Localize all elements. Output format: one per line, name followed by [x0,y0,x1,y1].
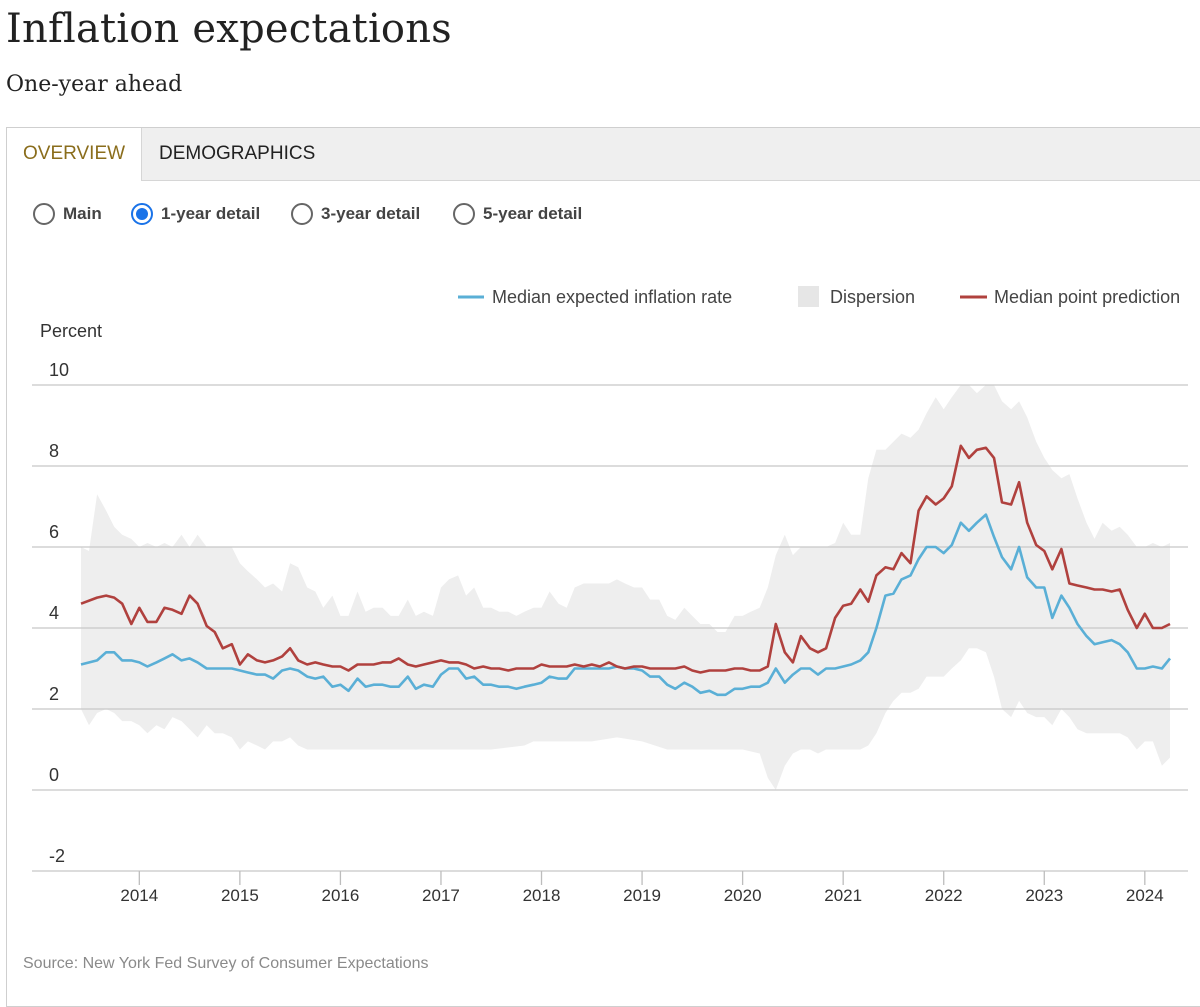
radio-main[interactable]: Main [33,200,102,228]
radio-unselected-icon[interactable] [291,203,313,225]
legend-label-median-point: Median point prediction [994,287,1180,307]
x-tick-label: 2017 [422,886,460,905]
radio-selected-icon[interactable] [131,203,153,225]
y-axis-label: Percent [40,321,102,341]
page-title: Inflation expectations [6,6,452,52]
median-expected-line [80,513,1172,697]
x-tick-label: 2019 [623,886,661,905]
x-tick-label: 2021 [824,886,862,905]
x-tick-label: 2022 [925,886,963,905]
median-point-line [80,444,1171,674]
y-tick-label: 4 [49,603,59,623]
y-tick-label: 0 [49,765,59,785]
radio-1-year-detail[interactable]: 1-year detail [131,200,260,228]
source-note: Source: New York Fed Survey of Consumer … [23,955,429,972]
x-tick-label: 2015 [221,886,259,905]
legend-label-median-expected: Median expected inflation rate [492,287,732,307]
x-tick-label: 2014 [120,886,158,905]
inflation-chart: -2 0 2 4 6 8 10 2014 2015 2016 2017 2018 2019 2020 202… [32,286,1188,905]
radio-unselected-icon[interactable] [453,203,475,225]
radio-unselected-icon[interactable] [33,203,55,225]
x-tick-label: 2016 [322,886,360,905]
tab-overview[interactable]: OVERVIEW [7,128,142,181]
y-tick-label: 10 [49,360,69,380]
radio-main-label: Main [63,204,102,223]
radio-1-year-detail-label: 1-year detail [161,204,261,223]
x-tick-label: 2020 [724,886,762,905]
legend-label-dispersion: Dispersion [830,287,915,307]
x-tick-label: 2018 [523,886,561,905]
tab-demographics[interactable]: DEMOGRAPHICS [159,143,316,164]
y-tick-label: 2 [49,684,59,704]
y-tick-label: 8 [49,441,59,461]
y-tick-label: 6 [49,522,59,542]
radio-5-year-detail[interactable]: 5-year detail [453,200,582,228]
dispersion-band [81,385,1170,790]
radio-5-year-detail-label: 5-year detail [483,204,583,223]
radio-3-year-detail[interactable]: 3-year detail [291,200,420,228]
y-tick-label: -2 [49,846,65,866]
page-subtitle: One-year ahead [6,72,183,97]
legend-swatch-dispersion [798,286,819,307]
x-tick-label: 2024 [1126,886,1164,905]
tab-bar: OVERVIEW DEMOGRAPHICS [7,128,1200,181]
x-tick-label: 2023 [1025,886,1063,905]
radio-3-year-detail-label: 3-year detail [321,204,421,223]
